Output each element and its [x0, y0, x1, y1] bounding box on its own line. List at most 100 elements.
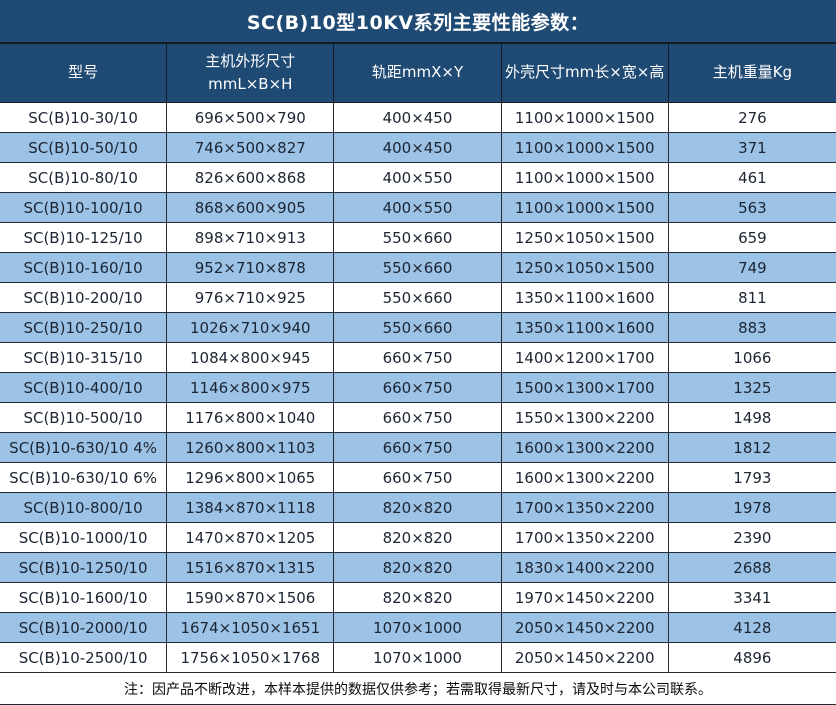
unit-size-cell: 696×500×790 — [167, 103, 335, 132]
model-cell: SC(B)10-2000/10 — [0, 613, 168, 642]
rail-gauge-cell: 400×450 — [334, 133, 502, 162]
unit-size-cell: 1260×800×1103 — [167, 433, 335, 462]
model-cell: SC(B)10-315/10 — [0, 343, 168, 372]
shell-size-cell: 2050×1450×2200 — [502, 613, 669, 642]
rail-gauge-cell: 820×820 — [334, 553, 502, 582]
rail-gauge-cell: 550×660 — [334, 253, 502, 282]
model-cell: SC(B)10-30/10 — [0, 103, 168, 132]
rail-gauge-cell: 1070×1000 — [334, 643, 502, 672]
column-header-label: 型号 — [68, 63, 99, 82]
model-cell: SC(B)10-2500/10 — [0, 643, 168, 672]
model-cell: SC(B)10-500/10 — [0, 403, 168, 432]
table-row: SC(B)10-30/10 696×500×790 400×450 1100×1000… — [0, 103, 836, 133]
table-row: SC(B)10-100/10 868×600×905 400×550 1100×100… — [0, 193, 836, 223]
unit-size-cell: 1516×870×1315 — [167, 553, 335, 582]
unit-size-cell: 826×600×868 — [167, 163, 335, 192]
table-row: SC(B)10-1600/10 1590×870×1506 820×820 1970×… — [0, 583, 836, 613]
shell-size-cell: 1100×1000×1500 — [502, 163, 669, 192]
table-row: SC(B)10-800/10 1384×870×1118 820×820 1700×1… — [0, 493, 836, 523]
table-row: SC(B)10-1250/10 1516×870×1315 820×820 1830×… — [0, 553, 836, 583]
model-cell: SC(B)10-160/10 — [0, 253, 168, 282]
table-body: SC(B)10-30/10 696×500×790 400×450 1100×1000… — [0, 103, 836, 673]
unit-size-cell: 976×710×925 — [167, 283, 335, 312]
table-row: SC(B)10-80/10 826×600×868 400×550 1100×1000… — [0, 163, 836, 193]
weight-cell: 371 — [738, 138, 767, 157]
table-row: SC(B)10-315/10 1084×800×945 660×750 1400×12… — [0, 343, 836, 373]
model-cell: SC(B)10-80/10 — [0, 163, 168, 192]
table-row: SC(B)10-250/10 1026×710×940 550×660 1350×11… — [0, 313, 836, 343]
rail-gauge-cell: 660×750 — [334, 433, 502, 462]
unit-size-cell: 952×710×878 — [167, 253, 335, 282]
weight-cell: 883 — [738, 318, 767, 337]
column-header-rail-gauge: 轨距mmX×Y — [334, 44, 502, 102]
shell-size-cell: 1970×1450×2200 — [502, 583, 669, 612]
weight-cell: 4896 — [733, 648, 772, 667]
model-cell: SC(B)10-1600/10 — [0, 583, 168, 612]
weight-cell: 1793 — [733, 468, 772, 487]
shell-size-cell: 1100×1000×1500 — [502, 133, 669, 162]
rail-gauge-cell: 550×660 — [334, 223, 502, 252]
model-cell: SC(B)10-250/10 — [0, 313, 168, 342]
weight-cell: 461 — [738, 168, 767, 187]
rail-gauge-cell: 550×660 — [334, 283, 502, 312]
shell-size-cell: 1100×1000×1500 — [502, 193, 669, 222]
model-cell: SC(B)10-630/10 4% — [0, 433, 168, 462]
table-row: SC(B)10-200/10 976×710×925 550×660 1350×110… — [0, 283, 836, 313]
column-header-unit-size: 主机外形尺寸 mmL×B×H — [167, 44, 335, 102]
weight-cell: 659 — [738, 228, 767, 247]
rail-gauge-cell: 820×820 — [334, 493, 502, 522]
rail-gauge-cell: 550×660 — [334, 313, 502, 342]
weight-cell: 1498 — [733, 408, 772, 427]
page-title: SC(B)10型10KV系列主要性能参数： — [0, 0, 836, 44]
shell-size-cell: 1600×1300×2200 — [502, 433, 669, 462]
footer-note: 注：因产品不断改进，本样本提供的数据仅供参考；若需取得最新尺寸，请及时与本公司联… — [0, 673, 836, 705]
unit-size-cell: 1674×1050×1651 — [167, 613, 335, 642]
shell-size-cell: 1400×1200×1700 — [502, 343, 669, 372]
rail-gauge-cell: 660×750 — [334, 373, 502, 402]
unit-size-cell: 1296×800×1065 — [167, 463, 335, 492]
model-cell: SC(B)10-100/10 — [0, 193, 168, 222]
unit-size-cell: 1026×710×940 — [167, 313, 335, 342]
unit-size-cell: 1470×870×1205 — [167, 523, 335, 552]
unit-size-cell: 746×500×827 — [167, 133, 335, 162]
weight-cell: 1066 — [733, 348, 772, 367]
shell-size-cell: 1600×1300×2200 — [502, 463, 669, 492]
weight-cell: 2390 — [733, 528, 772, 547]
table-row: SC(B)10-400/10 1146×800×975 660×750 1500×13… — [0, 373, 836, 403]
rail-gauge-cell: 1070×1000 — [334, 613, 502, 642]
column-header-label: 外壳尺寸mm长×宽×高 — [505, 63, 665, 82]
shell-size-cell: 1350×1100×1600 — [502, 283, 669, 312]
rail-gauge-cell: 820×820 — [334, 583, 502, 612]
rail-gauge-cell: 820×820 — [334, 523, 502, 552]
shell-size-cell: 1500×1300×1700 — [502, 373, 669, 402]
model-cell: SC(B)10-630/10 6% — [0, 463, 168, 492]
shell-size-cell: 1700×1350×2200 — [502, 523, 669, 552]
column-header-label: 轨距mmX×Y — [371, 63, 464, 82]
shell-size-cell: 1700×1350×2200 — [502, 493, 669, 522]
weight-cell: 276 — [738, 108, 767, 127]
column-header-model: 型号 — [0, 44, 168, 102]
rail-gauge-cell: 660×750 — [334, 403, 502, 432]
rail-gauge-cell: 400×450 — [334, 103, 502, 132]
weight-cell: 2688 — [733, 558, 772, 577]
weight-cell: 563 — [738, 198, 767, 217]
shell-size-cell: 1350×1100×1600 — [502, 313, 669, 342]
table-row: SC(B)10-1000/10 1470×870×1205 820×820 1700×… — [0, 523, 836, 553]
weight-cell: 1812 — [733, 438, 772, 457]
column-header-sublabel: mmL×B×H — [208, 75, 293, 93]
table-row: SC(B)10-125/10 898×710×913 550×660 1250×105… — [0, 223, 836, 253]
table-row: SC(B)10-2500/10 1756×1050×1768 1070×1000 20… — [0, 643, 836, 673]
weight-cell: 811 — [738, 288, 767, 307]
rail-gauge-cell: 400×550 — [334, 193, 502, 222]
table-header-row: 型号 主机外形尺寸 mmL×B×H 轨距mmX×Y 外壳尺寸mm长×宽×高 主机… — [0, 44, 836, 103]
unit-size-cell: 868×600×905 — [167, 193, 335, 222]
model-cell: SC(B)10-125/10 — [0, 223, 168, 252]
weight-cell: 1978 — [733, 498, 772, 517]
unit-size-cell: 1176×800×1040 — [167, 403, 335, 432]
table-row: SC(B)10-630/10 6% 1296×800×1065 660×750 160… — [0, 463, 836, 493]
shell-size-cell: 1100×1000×1500 — [502, 103, 669, 132]
unit-size-cell: 1590×870×1506 — [167, 583, 335, 612]
shell-size-cell: 2050×1450×2200 — [502, 643, 669, 672]
model-cell: SC(B)10-800/10 — [0, 493, 168, 522]
